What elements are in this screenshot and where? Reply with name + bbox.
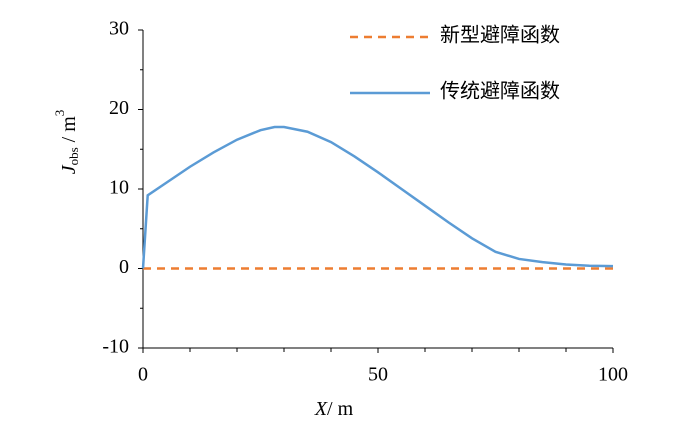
x-axis-label: X/ m bbox=[314, 398, 354, 420]
series-line bbox=[141, 125, 614, 269]
legend-label: 传统避障函数 bbox=[440, 80, 560, 103]
y-axis-label: Jobs / m3 bbox=[52, 110, 81, 175]
legend-label: 新型避障函数 bbox=[440, 24, 560, 47]
y-tick-label: 30 bbox=[109, 18, 129, 40]
y-label-var: J bbox=[58, 164, 80, 174]
x-tick-label: 0 bbox=[138, 364, 148, 386]
x-label-var: X bbox=[314, 398, 328, 420]
x-label-unit: / m bbox=[327, 398, 354, 420]
y-label-sub: obs bbox=[66, 147, 81, 165]
x-tick-label: 100 bbox=[598, 364, 628, 386]
x-tick-label: 50 bbox=[368, 364, 388, 386]
y-tick-label: 10 bbox=[109, 177, 129, 199]
y-tick-label: 20 bbox=[109, 97, 129, 119]
y-tick-label: 0 bbox=[119, 256, 129, 278]
y-tick-label: -10 bbox=[102, 336, 129, 358]
y-label-sup: 3 bbox=[52, 110, 67, 117]
y-label-unit: / m bbox=[58, 116, 80, 148]
